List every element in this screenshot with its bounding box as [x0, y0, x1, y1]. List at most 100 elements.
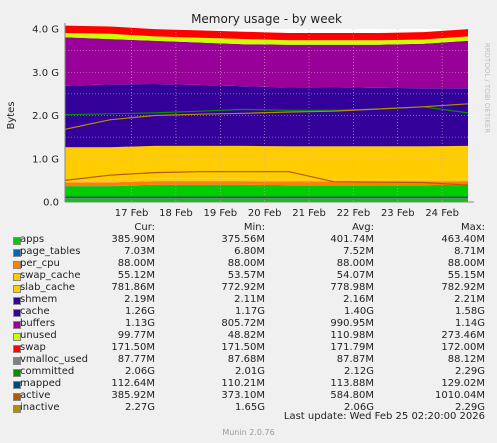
legend-avg-value: 401.74M: [330, 234, 374, 245]
legend-avg-value: 2.12G: [343, 366, 374, 377]
legend-cur-value: 1.26G: [124, 306, 155, 317]
legend-series-name: shmem: [20, 294, 58, 305]
legend-max-value: 1.14G: [454, 318, 485, 329]
legend-min-value: 110.21M: [221, 378, 265, 389]
legend-max-value: 2.29G: [454, 402, 485, 413]
x-tick-label: 24 Feb: [425, 208, 459, 219]
legend-avg-value: 171.79M: [330, 342, 374, 353]
legend-cur-value: 88.00M: [117, 258, 155, 269]
legend-cur-value: 55.12M: [117, 270, 155, 281]
legend-header-min: Min:: [243, 222, 265, 233]
legend-avg-value: 7.52M: [343, 246, 374, 257]
legend-max-value: 88.00M: [447, 258, 485, 269]
legend-avg-value: 110.98M: [330, 330, 374, 341]
legend-min-value: 805.72M: [221, 318, 265, 329]
legend-avg-value: 88.00M: [336, 258, 374, 269]
legend-row-apps: apps 385.90M 375.56M 401.74M 463.40M: [13, 234, 485, 246]
legend-row-vmalloc-used: vmalloc_used 87.77M 87.68M 87.87M 88.12M: [13, 354, 485, 366]
legend-cur-value: 385.92M: [111, 390, 155, 401]
legend-series-name: mapped: [20, 378, 62, 389]
legend-min-value: 6.80M: [234, 246, 265, 257]
area-buffers: [65, 37, 468, 89]
legend-cur-value: 87.77M: [117, 354, 155, 365]
legend-cur-value: 2.06G: [124, 366, 155, 377]
legend-row-per-cpu: per_cpu 88.00M 88.00M 88.00M 88.00M: [13, 258, 485, 270]
legend-min-value: 2.11M: [234, 294, 265, 305]
legend-max-value: 463.40M: [441, 234, 485, 245]
legend-cur-value: 781.86M: [111, 282, 155, 293]
legend-max-value: 1010.04M: [435, 390, 485, 401]
x-tick-label: 22 Feb: [337, 208, 371, 219]
legend-max-value: 88.12M: [447, 354, 485, 365]
legend-swatch: [13, 393, 21, 401]
legend-swatch: [13, 261, 21, 269]
legend-cur-value: 1.13G: [124, 318, 155, 329]
legend-swatch: [13, 273, 21, 281]
line-active: [64, 171, 469, 186]
x-tick-label: 18 Feb: [159, 208, 193, 219]
legend-min-value: 2.01G: [234, 366, 265, 377]
legend-series-name: slab_cache: [20, 282, 76, 293]
legend-row-inactive: inactive 2.27G 1.65G 2.06G 2.29G: [13, 402, 485, 414]
legend-swatch: [13, 357, 21, 365]
legend-swatch: [13, 405, 21, 413]
x-tick-label: 19 Feb: [203, 208, 237, 219]
legend-series-name: page_tables: [20, 246, 81, 257]
legend-max-value: 2.21M: [454, 294, 485, 305]
legend-series-name: vmalloc_used: [20, 354, 89, 365]
legend-swatch: [13, 249, 21, 257]
line-inactive: [64, 103, 469, 130]
legend-series-name: swap: [20, 342, 46, 353]
legend-avg-value: 87.87M: [336, 354, 374, 365]
y-axis-label: Bytes: [6, 101, 17, 129]
legend-cur-value: 171.50M: [111, 342, 155, 353]
legend-header-max: Max:: [460, 222, 485, 233]
legend-swatch: [13, 297, 21, 305]
legend-row-unused: unused 99.77M 48.82M 110.98M 273.46M: [13, 330, 485, 342]
legend-avg-value: 54.07M: [336, 270, 374, 281]
legend-row-cache: cache 1.26G 1.17G 1.40G 1.58G: [13, 306, 485, 318]
legend-row-swap-cache: swap_cache 55.12M 53.57M 54.07M 55.15M: [13, 270, 485, 282]
legend-max-value: 129.02M: [441, 378, 485, 389]
legend-max-value: 172.00M: [441, 342, 485, 353]
legend-series-name: per_cpu: [20, 258, 60, 269]
y-tick-label: 1.0 G: [32, 154, 59, 165]
x-tick-label: 21 Feb: [292, 208, 326, 219]
legend: Cur: Min: Avg: Max: apps 385.90M 375.56M 40…: [13, 222, 485, 414]
legend-series-name: swap_cache: [20, 270, 81, 281]
legend-avg-value: 2.06G: [343, 402, 374, 413]
area-page-tables: [65, 184, 468, 187]
legend-swatch: [13, 285, 21, 293]
legend-avg-value: 990.95M: [330, 318, 374, 329]
legend-swatch: [13, 333, 21, 341]
legend-min-value: 772.92M: [221, 282, 265, 293]
legend-series-name: apps: [20, 234, 45, 245]
legend-cur-value: 112.64M: [111, 378, 155, 389]
area-unused: [65, 33, 468, 45]
legend-header: Cur: Min: Avg: Max:: [13, 222, 485, 234]
legend-series-name: buffers: [20, 318, 56, 329]
legend-max-value: 782.92M: [441, 282, 485, 293]
legend-min-value: 171.50M: [221, 342, 265, 353]
legend-header-avg: Avg:: [352, 222, 374, 233]
legend-row-buffers: buffers 1.13G 805.72M 990.95M 1.14G: [13, 318, 485, 330]
legend-min-value: 87.68M: [227, 354, 265, 365]
area-apps: [65, 185, 468, 202]
legend-max-value: 1.58G: [454, 306, 485, 317]
chart-title: Memory usage - by week: [191, 12, 342, 26]
legend-min-value: 373.10M: [221, 390, 265, 401]
x-tick-label: 20 Feb: [248, 208, 282, 219]
legend-series-name: unused: [20, 330, 57, 341]
legend-min-value: 53.57M: [227, 270, 265, 281]
legend-row-mapped: mapped 112.64M 110.21M 113.88M 129.02M: [13, 378, 485, 390]
legend-avg-value: 2.16M: [343, 294, 374, 305]
legend-row-shmem: shmem 2.19M 2.11M 2.16M 2.21M: [13, 294, 485, 306]
legend-avg-value: 113.88M: [330, 378, 374, 389]
legend-swatch: [13, 321, 21, 329]
last-update: Last update: Wed Feb 25 02:20:00 2026: [283, 411, 485, 422]
legend-min-value: 1.65G: [234, 402, 265, 413]
legend-min-value: 375.56M: [221, 234, 265, 245]
y-tick-label: 4.0 G: [32, 25, 59, 36]
x-tick-label: 23 Feb: [381, 208, 415, 219]
legend-row-swap: swap 171.50M 171.50M 171.79M 172.00M: [13, 342, 485, 354]
